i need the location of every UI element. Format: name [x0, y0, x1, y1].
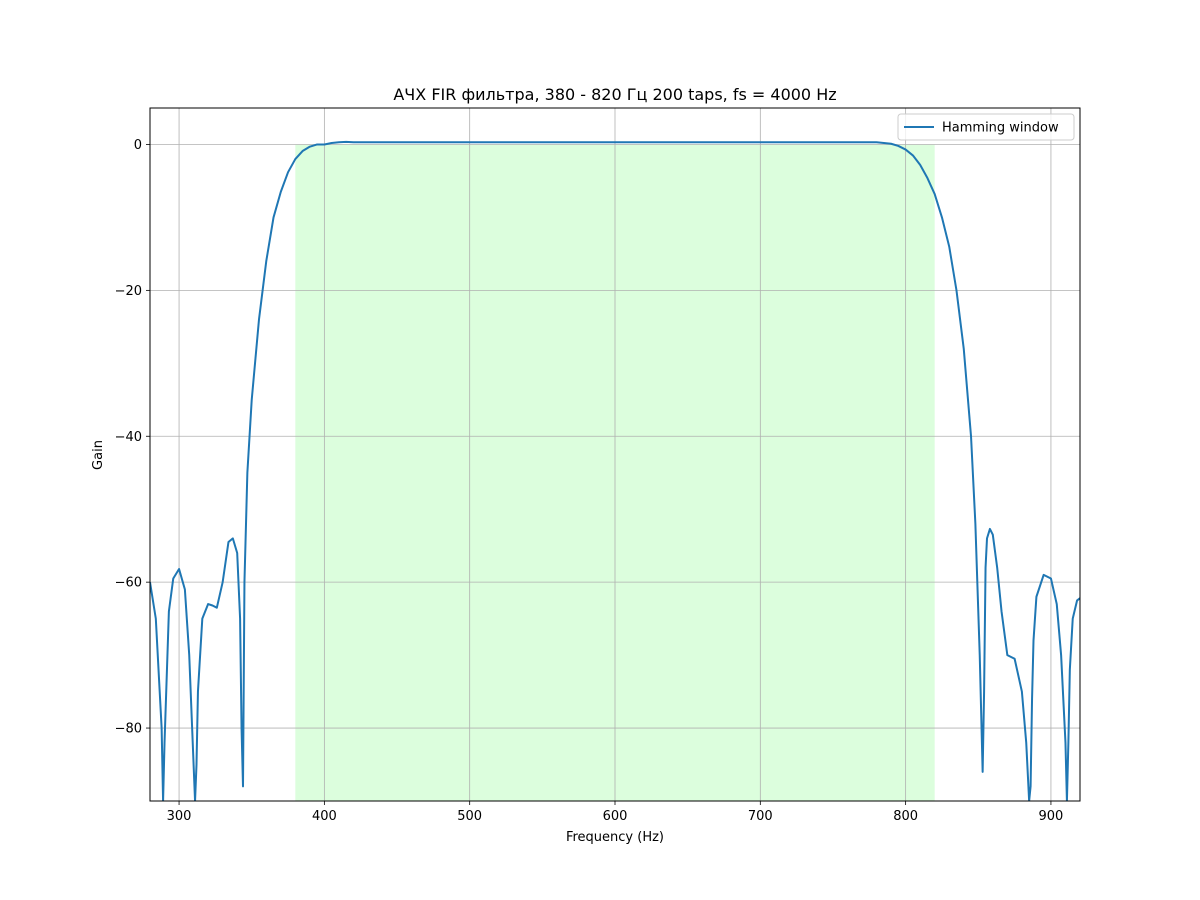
x-axis-label: Frequency (Hz): [566, 830, 664, 845]
grid-layer: [150, 108, 1080, 801]
y-tick-label: 0: [134, 138, 142, 153]
x-tick-label: 900: [1039, 809, 1064, 824]
tick-layer: 300 400 500 600 700 800 900 0 −20 −40 −60 −80: [115, 138, 1064, 824]
chart-title: АЧХ FIR фильтра, 380 - 820 Гц 200 taps, …: [393, 85, 836, 104]
series-line-hamming-window: [150, 140, 1080, 801]
series-layer: [150, 140, 1080, 801]
legend: Hamming window: [897, 113, 1075, 141]
x-tick-label: 300: [167, 809, 192, 824]
legend-label: Hamming window: [942, 121, 1059, 136]
y-tick-label: −20: [115, 284, 142, 299]
x-tick-label: 400: [312, 809, 337, 824]
y-axis-label: Gain: [91, 440, 106, 470]
y-tick-label: −40: [115, 430, 142, 445]
y-tick-label: −60: [115, 576, 142, 591]
x-tick-label: 600: [603, 809, 628, 824]
x-tick-label: 700: [748, 809, 773, 824]
x-tick-label: 500: [457, 809, 482, 824]
legend-box: [897, 113, 1075, 141]
x-tick-label: 800: [893, 809, 918, 824]
y-tick-label: −80: [115, 722, 142, 737]
